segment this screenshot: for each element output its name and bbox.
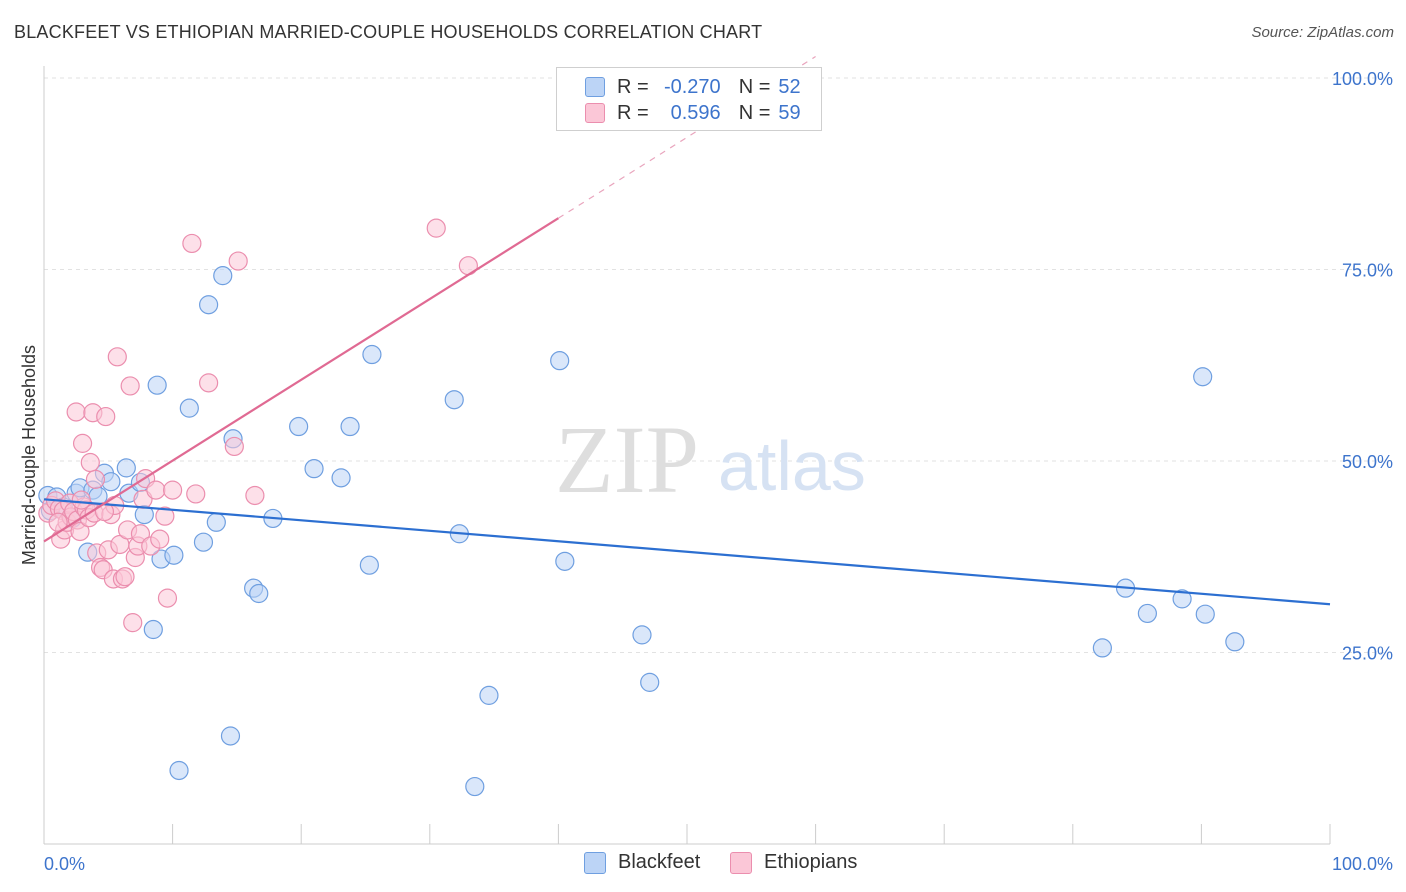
ethiopians-point <box>120 376 140 396</box>
ethiopians-point <box>96 406 116 427</box>
blackfeet-point <box>362 344 382 365</box>
ethiopians-point <box>224 436 244 457</box>
blackfeet-point <box>199 295 219 315</box>
blackfeet-point <box>116 458 136 478</box>
legend-item-ethiopians: Ethiopians <box>730 851 857 874</box>
blackfeet-point <box>289 416 309 437</box>
ethiopians-point <box>182 233 202 254</box>
blackfeet-point <box>193 532 214 552</box>
ethiopians-point <box>85 469 106 489</box>
legend-label-blackfeet: Blackfeet <box>618 851 701 873</box>
blackfeet-point <box>1195 604 1215 624</box>
r-value: -0.270 <box>663 75 721 98</box>
ethiopians-point <box>130 524 151 544</box>
y-axis-label: Married-couple Households <box>19 345 39 565</box>
r-label: R = <box>617 101 649 124</box>
legend-label-ethiopians: Ethiopians <box>764 851 858 873</box>
ethiopians-point <box>186 484 206 504</box>
ethiopians-point <box>146 480 166 500</box>
ethiopians-point <box>123 613 143 633</box>
blackfeet-point <box>169 760 189 781</box>
ethiopians-legend-swatch <box>730 851 752 874</box>
blackfeet-point <box>179 398 199 418</box>
blackfeet-point <box>1172 589 1192 609</box>
ethiopians-point <box>426 218 446 238</box>
ethiopians-point <box>155 506 175 526</box>
blackfeet-point <box>1193 367 1213 387</box>
watermark-zip: ZIP <box>555 406 699 513</box>
trend-lines <box>43 56 1331 606</box>
source-credit: Source: ZipAtlas.com <box>1251 24 1394 41</box>
ethiopians-point <box>115 567 135 587</box>
ethiopians-point <box>157 588 178 608</box>
blackfeet-trend-line <box>43 498 1331 606</box>
blackfeet-point <box>465 776 485 797</box>
correlation-legend: R = -0.270 N = 52 R = 0.596 N = 59 <box>556 67 822 131</box>
blackfeet-point <box>147 375 167 395</box>
r-label: R = <box>617 75 649 98</box>
x-tick-label: 0.0% <box>44 854 85 874</box>
blackfeet-point <box>1092 638 1112 658</box>
x-tick-label: 100.0% <box>1332 854 1393 874</box>
ethiopians-point <box>163 480 183 500</box>
watermark: ZIP atlas <box>555 406 866 513</box>
blackfeet-point <box>1137 603 1157 624</box>
chart-title: BLACKFEET VS ETHIOPIAN MARRIED-COUPLE HO… <box>14 22 763 42</box>
blackfeet-point <box>555 551 575 571</box>
blackfeet-swatch <box>585 77 605 97</box>
blackfeet-point <box>340 416 360 437</box>
n-value: 59 <box>778 101 801 124</box>
blackfeet-point <box>444 390 464 410</box>
n-label: N = <box>738 75 771 98</box>
y-tick-label: 75.0% <box>1342 261 1393 281</box>
blackfeet-point <box>331 468 351 488</box>
blackfeet-point <box>206 512 226 532</box>
blackfeet-point <box>640 672 660 692</box>
blackfeet-point <box>550 351 570 371</box>
tick-labels: 25.0% 50.0% 75.0% 100.0% 0.0% 100.0% <box>44 69 1393 874</box>
blackfeet-point <box>304 459 324 479</box>
ethiopians-point <box>199 373 219 393</box>
legend-item-blackfeet: Blackfeet <box>584 851 700 874</box>
blackfeet-point <box>1225 632 1245 652</box>
ethiopians-points <box>38 218 478 633</box>
watermark-atlas: atlas <box>718 427 866 505</box>
blackfeet-point <box>143 619 163 640</box>
legend-row-blackfeet: R = -0.270 N = 52 <box>585 75 801 99</box>
ethiopians-point <box>71 490 91 510</box>
ethiopians-point <box>245 485 265 506</box>
ethiopians-point <box>66 402 86 422</box>
ethiopians-point <box>150 529 170 549</box>
blackfeet-point <box>359 555 379 575</box>
blackfeet-point <box>632 625 652 645</box>
blackfeet-point <box>479 685 499 705</box>
legend-row-ethiopians: R = 0.596 N = 59 <box>585 101 801 125</box>
series-legend: Blackfeet Ethiopians <box>0 851 1406 879</box>
r-value: 0.596 <box>670 101 721 124</box>
blackfeet-point <box>164 545 184 565</box>
axes <box>43 66 1331 845</box>
ethiopians-point <box>70 521 90 542</box>
blackfeet-point <box>220 726 241 746</box>
n-label: N = <box>738 101 771 124</box>
blackfeet-points <box>38 266 1245 797</box>
ethiopians-trend-line <box>43 217 559 543</box>
y-tick-label: 25.0% <box>1342 644 1393 664</box>
ethiopians-point <box>80 452 100 473</box>
y-tick-label: 50.0% <box>1342 452 1393 472</box>
blackfeet-legend-swatch <box>584 851 606 874</box>
blackfeet-point <box>213 266 233 286</box>
y-tick-label: 100.0% <box>1332 69 1393 89</box>
ethiopians-point <box>228 251 248 271</box>
n-value: 52 <box>778 75 801 98</box>
ethiopians-point <box>72 433 93 453</box>
ethiopians-swatch <box>585 103 605 123</box>
ethiopians-point <box>107 347 127 367</box>
blackfeet-point <box>249 583 269 604</box>
grid-lines <box>44 77 1392 653</box>
